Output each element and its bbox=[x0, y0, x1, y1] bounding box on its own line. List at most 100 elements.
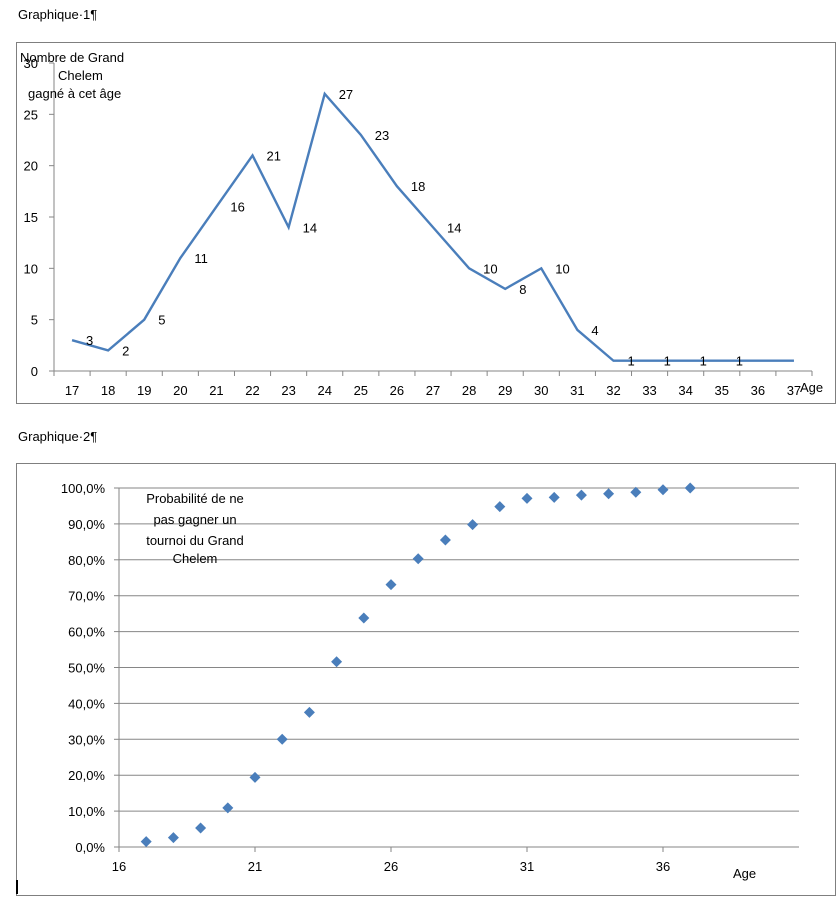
data-label: 1 bbox=[700, 354, 707, 369]
y-tick-label: 10 bbox=[24, 261, 38, 276]
x-tick-label: 21 bbox=[248, 859, 262, 874]
data-point bbox=[331, 656, 343, 668]
x-tick-label: 27 bbox=[426, 383, 440, 398]
data-label: 10 bbox=[555, 261, 569, 276]
data-label: 4 bbox=[591, 323, 598, 338]
y-tick-label: 60,0% bbox=[68, 625, 105, 640]
data-label: 8 bbox=[519, 282, 526, 297]
y-axis-title: Nombre de Grand bbox=[20, 50, 124, 65]
annotation-text: Chelem bbox=[173, 551, 218, 566]
data-point bbox=[575, 489, 587, 501]
data-label: 5 bbox=[158, 313, 165, 328]
data-point bbox=[195, 822, 207, 834]
series-line bbox=[71, 91, 794, 362]
data-label: 18 bbox=[411, 179, 425, 194]
y-tick-label: 10,0% bbox=[68, 804, 105, 819]
annotation-text: tournoi du Grand bbox=[146, 533, 244, 548]
data-label: 21 bbox=[267, 148, 281, 163]
y-tick-label: 25 bbox=[24, 107, 38, 122]
x-tick-label: 36 bbox=[751, 383, 765, 398]
x-tick-label: 34 bbox=[678, 383, 692, 398]
annotation-text: Probabilité de ne bbox=[146, 491, 244, 506]
y-axis-title: Chelem bbox=[58, 68, 103, 83]
x-tick-label: 35 bbox=[715, 383, 729, 398]
text-cursor bbox=[16, 880, 18, 894]
x-tick-label: 24 bbox=[317, 383, 331, 398]
data-point bbox=[548, 491, 560, 503]
y-tick-label: 50,0% bbox=[68, 661, 105, 676]
data-label: 3 bbox=[86, 333, 93, 348]
data-point bbox=[303, 706, 315, 718]
x-tick-label: 17 bbox=[65, 383, 79, 398]
data-label: 23 bbox=[375, 128, 389, 143]
data-point bbox=[521, 492, 533, 504]
x-tick-label: 31 bbox=[520, 859, 534, 874]
annotation-text: pas gagner un bbox=[153, 512, 236, 527]
chart1-caption: Graphique·1¶ bbox=[18, 7, 98, 22]
y-tick-label: 15 bbox=[24, 210, 38, 225]
x-tick-label: 20 bbox=[173, 383, 187, 398]
data-point bbox=[439, 534, 451, 546]
x-tick-label: 23 bbox=[281, 383, 295, 398]
data-point bbox=[657, 484, 669, 496]
y-tick-label: 20 bbox=[24, 159, 38, 174]
data-point bbox=[603, 488, 615, 500]
data-label: 1 bbox=[736, 354, 743, 369]
x-tick-label: 19 bbox=[137, 383, 151, 398]
chart2-frame bbox=[16, 463, 836, 896]
data-label: 14 bbox=[303, 220, 317, 235]
x-tick-label: 16 bbox=[112, 859, 126, 874]
data-label: 1 bbox=[664, 354, 671, 369]
y-tick-label: 0 bbox=[31, 364, 38, 379]
x-axis-title: Age bbox=[733, 866, 756, 881]
x-tick-label: 32 bbox=[606, 383, 620, 398]
y-tick-label: 30 bbox=[24, 56, 38, 71]
x-tick-label: 26 bbox=[384, 859, 398, 874]
data-label: 11 bbox=[194, 251, 208, 266]
y-axis-title: gagné à cet âge bbox=[28, 86, 121, 101]
data-point bbox=[684, 482, 696, 494]
data-point bbox=[385, 579, 397, 591]
x-tick-label: 30 bbox=[534, 383, 548, 398]
y-tick-label: 0,0% bbox=[75, 840, 105, 855]
chart1-frame bbox=[16, 42, 836, 404]
data-point bbox=[276, 733, 288, 745]
data-point bbox=[467, 519, 479, 531]
y-tick-label: 20,0% bbox=[68, 768, 105, 783]
y-tick-label: 5 bbox=[31, 313, 38, 328]
chart2-caption: Graphique·2¶ bbox=[18, 429, 98, 444]
x-tick-label: 28 bbox=[462, 383, 476, 398]
data-point bbox=[167, 832, 179, 844]
data-point bbox=[412, 553, 424, 565]
data-point bbox=[494, 501, 506, 513]
x-tick-label: 33 bbox=[642, 383, 656, 398]
y-tick-label: 40,0% bbox=[68, 696, 105, 711]
data-label: 14 bbox=[447, 220, 461, 235]
data-label: 1 bbox=[627, 354, 634, 369]
data-point bbox=[140, 836, 152, 848]
x-tick-label: 37 bbox=[787, 383, 801, 398]
y-tick-label: 30,0% bbox=[68, 732, 105, 747]
x-tick-label: 31 bbox=[570, 383, 584, 398]
y-tick-label: 80,0% bbox=[68, 553, 105, 568]
data-label: 16 bbox=[230, 200, 244, 215]
y-tick-label: 100,0% bbox=[61, 481, 106, 496]
data-label: 2 bbox=[122, 343, 129, 358]
data-point bbox=[222, 802, 234, 814]
x-tick-label: 18 bbox=[101, 383, 115, 398]
data-label: 27 bbox=[339, 87, 353, 102]
x-tick-label: 29 bbox=[498, 383, 512, 398]
x-tick-label: 22 bbox=[245, 383, 259, 398]
data-point bbox=[630, 486, 642, 498]
x-tick-label: 26 bbox=[390, 383, 404, 398]
x-tick-label: 21 bbox=[209, 383, 223, 398]
data-point bbox=[358, 612, 370, 624]
data-point bbox=[249, 771, 261, 783]
x-tick-label: 25 bbox=[354, 383, 368, 398]
data-label: 10 bbox=[483, 261, 497, 276]
x-tick-label: 36 bbox=[656, 859, 670, 874]
y-tick-label: 90,0% bbox=[68, 517, 105, 532]
y-tick-label: 70,0% bbox=[68, 589, 105, 604]
